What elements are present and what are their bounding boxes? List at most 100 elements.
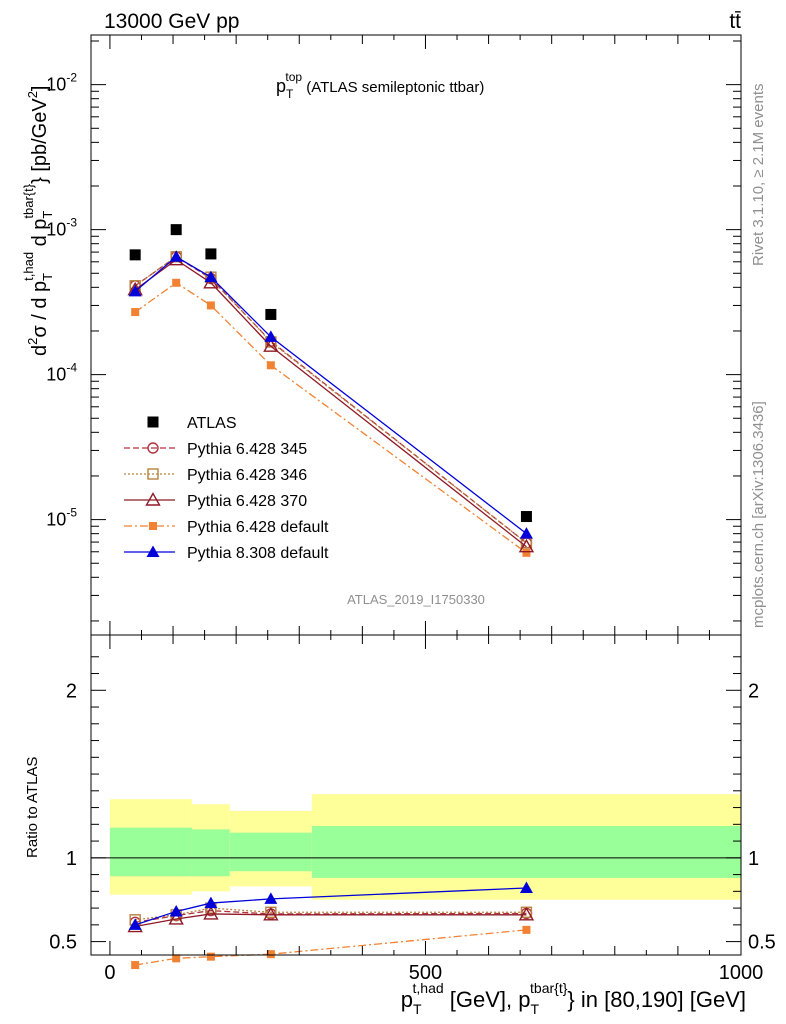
- data-point-p6def-4: [522, 548, 531, 557]
- ratio-line-p345: [135, 909, 527, 923]
- ratio-point-p370-1: [168, 911, 184, 925]
- main-y-axis-label: d2σ / d pTt,had d pTtbar{t}} [pb/GeV2]: [21, 86, 55, 357]
- ratio-point-p8-2: [204, 896, 218, 909]
- band-inner-0: [109, 827, 192, 877]
- y-tick-exponent-3: -2: [66, 71, 77, 85]
- ratio-y-tick-label-right-0: 0.5: [748, 932, 776, 954]
- data-point-p6def-1: [172, 278, 181, 287]
- ratio-y-tick-label-left-0: 0.5: [49, 932, 77, 954]
- x-axis-label-sup2: tbar{t}: [530, 980, 568, 996]
- legend-marker-p8: [146, 545, 160, 557]
- plot-title: pTtop (ATLAS semileptonic ttbar): [276, 70, 484, 101]
- legend-label-p6def: Pythia 6.428 default: [187, 519, 329, 536]
- ratio-y-tick-label-left-2: 2: [66, 680, 77, 702]
- y-tick-label-0: 10-5: [46, 506, 77, 530]
- x-tick-label-2: 1000: [719, 962, 764, 984]
- legend: ATLAS Pythia 6.428 345 Pythia 6.428 346 Pyt…: [124, 415, 329, 562]
- ratio-bands: [91, 794, 741, 900]
- y-tick-exponent-1: -4: [66, 361, 77, 375]
- ratio-point-p6def-0: [131, 961, 140, 970]
- ratio-point-p370-4: [518, 906, 535, 921]
- x-axis-label-main: p: [401, 987, 413, 1012]
- data-point-p370-4: [518, 538, 535, 553]
- y-tick-label-2: 10-3: [46, 216, 77, 240]
- process-label: tt̄: [729, 10, 741, 33]
- ratio-plot: 0.5 0.51 12 20 500 1000 Ratio to ATLAS pTt,ha…: [24, 634, 776, 1017]
- ratio-point-p6def-4: [522, 925, 531, 934]
- data-point-ATLAS-3: [265, 308, 277, 320]
- ratio-point-p6def-2: [206, 952, 215, 961]
- y-tick-base-3: 10: [46, 75, 66, 95]
- ratio-plot-frame: [90, 634, 742, 956]
- x-axis-label-sub1: T: [413, 1001, 422, 1017]
- y-tick-label-3: 10-2: [46, 71, 77, 95]
- data-point-ATLAS-0: [129, 249, 141, 261]
- legend-marker-p370: [145, 492, 161, 506]
- legend-marker-p345: [147, 442, 159, 454]
- plot-title-sup: top: [285, 70, 302, 84]
- data-point-ATLAS-1: [170, 224, 182, 236]
- plot-title-main: p: [276, 76, 286, 96]
- legend-label-p346: Pythia 6.428 346: [187, 467, 307, 484]
- ratio-y-tick-label-right-2: 2: [748, 680, 759, 702]
- x-axis-label-rest: } in [80,190] [GeV]: [567, 987, 746, 1012]
- data-point-p6def-0: [131, 308, 140, 317]
- ratio-line-p6def: [135, 929, 527, 966]
- ratio-point-p8-1: [169, 904, 183, 917]
- ratio-point-p6def-1: [172, 954, 181, 963]
- x-axis-label-sub2: T: [530, 1001, 539, 1017]
- data-point-p8-0: [128, 284, 142, 297]
- x-tick-label-0: 0: [104, 962, 115, 984]
- ratio-marks: [127, 881, 535, 970]
- rivet-version-label: Rivet 3.1.10, ≥ 2.1M events: [750, 84, 767, 267]
- legend-marker-ATLAS: [147, 416, 159, 428]
- y-tick-exponent-0: -5: [66, 506, 77, 520]
- y-tick-label-1: 10-4: [46, 361, 77, 385]
- data-point-ATLAS-4: [520, 511, 532, 523]
- data-point-p6def-3: [266, 361, 275, 370]
- data-point-p8-2: [204, 270, 218, 283]
- main-axes: 10-510-410-310-2: [46, 35, 742, 635]
- y-tick-base-1: 10: [46, 365, 66, 385]
- ratio-axes: 0.5 0.5 1 1 2 2 0 500 1000: [49, 635, 776, 984]
- ratio-y-axis-label: Ratio to ATLAS: [24, 757, 41, 858]
- ratio-point-p370-3: [263, 906, 279, 921]
- series-line-p370: [134, 258, 527, 548]
- legend-label-p8: Pythia 8.308 default: [187, 545, 329, 562]
- x-axis-label: pTt,had [GeV], pTtbar{t}} in [80,190] [G…: [401, 980, 746, 1017]
- ratio-point-p370-2: [203, 906, 219, 920]
- x-tick-label-1: 500: [409, 962, 442, 984]
- ratio-y-tick-label-left-1: 1: [66, 848, 77, 870]
- ratio-point-p8-4: [519, 881, 533, 893]
- band-inner-3: [311, 825, 741, 878]
- main-marks: [127, 224, 535, 557]
- legend-label-p345: Pythia 6.428 345: [187, 441, 307, 458]
- ratio-point-p8-0: [128, 918, 142, 930]
- plot-title-rest: (ATLAS semileptonic ttbar): [302, 79, 484, 96]
- band-inner-1: [191, 829, 230, 877]
- legend-label-p370: Pythia 6.428 370: [187, 493, 307, 510]
- legend-marker-p346: [147, 468, 159, 480]
- energy-label: 13000 GeV pp: [104, 10, 239, 33]
- ratio-y-tick-label-right-1: 1: [748, 848, 759, 870]
- y-tick-base-0: 10: [46, 510, 66, 530]
- data-point-p6def-2: [206, 301, 215, 310]
- ratio-line-p370: [135, 913, 527, 928]
- data-point-ATLAS-2: [205, 248, 217, 260]
- y-tick-base-2: 10: [46, 220, 66, 240]
- x-axis-label-mid: [GeV], p: [444, 987, 531, 1012]
- source-label: mcplots.cern.ch [arXiv:1306.3436]: [750, 401, 767, 628]
- x-axis-label-sup1: t,had: [413, 980, 444, 996]
- data-point-p8-4: [519, 527, 533, 539]
- plot-title-sub: T: [286, 87, 294, 101]
- data-point-p8-1: [169, 250, 183, 262]
- legend-label-ATLAS: ATLAS: [187, 415, 237, 432]
- legend-marker-p6def: [149, 522, 157, 530]
- data-point-p370-3: [263, 338, 279, 352]
- series-line-p346: [134, 255, 527, 544]
- ratio-point-p8-3: [264, 892, 278, 904]
- main-plot: 10-510-410-310-2 pTtop (ATLAS semilepton…: [21, 34, 742, 636]
- data-point-p8-3: [264, 330, 278, 342]
- ratio-point-p6def-3: [266, 950, 275, 959]
